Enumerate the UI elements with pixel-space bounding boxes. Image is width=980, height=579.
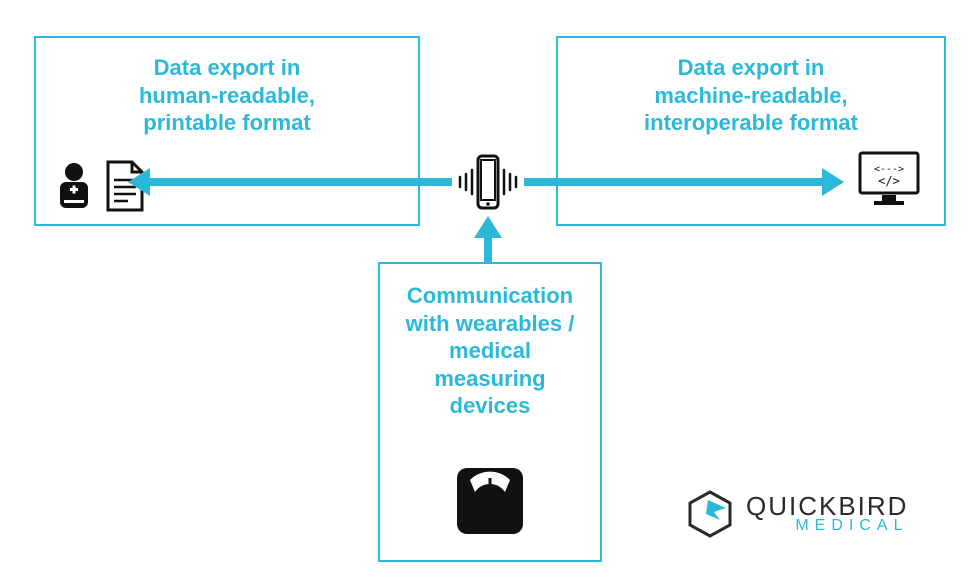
code-monitor-icon: <---> </> bbox=[856, 149, 922, 207]
phone-vibrating-icon bbox=[454, 150, 522, 214]
box-left: Data export in human-readable, printable… bbox=[34, 36, 420, 226]
arrow-left bbox=[148, 178, 452, 186]
box-bottom-label: Communication with wearables / medical m… bbox=[380, 264, 600, 420]
box-right-label: Data export in machine-readable, interop… bbox=[558, 38, 944, 137]
person-medical-icon bbox=[54, 160, 98, 212]
arrow-up-head bbox=[474, 216, 502, 238]
box-bottom: Communication with wearables / medical m… bbox=[378, 262, 602, 562]
arrow-right bbox=[524, 178, 824, 186]
svg-text:</>: </> bbox=[878, 174, 900, 188]
arrow-up bbox=[484, 236, 492, 262]
logo-main: QUICKBIRD bbox=[746, 495, 908, 518]
logo-sub: MEDICAL bbox=[746, 519, 908, 533]
box-right-icons: <---> </> bbox=[856, 149, 922, 212]
box-bottom-icons bbox=[380, 464, 600, 538]
logo: QUICKBIRD MEDICAL bbox=[684, 488, 908, 540]
logo-mark-icon bbox=[684, 488, 736, 540]
box-right: Data export in machine-readable, interop… bbox=[556, 36, 946, 226]
logo-text: QUICKBIRD MEDICAL bbox=[746, 495, 908, 533]
arrow-left-head bbox=[128, 168, 150, 196]
arrow-right-head bbox=[822, 168, 844, 196]
box-left-label: Data export in human-readable, printable… bbox=[36, 38, 418, 137]
scale-icon bbox=[453, 464, 527, 538]
